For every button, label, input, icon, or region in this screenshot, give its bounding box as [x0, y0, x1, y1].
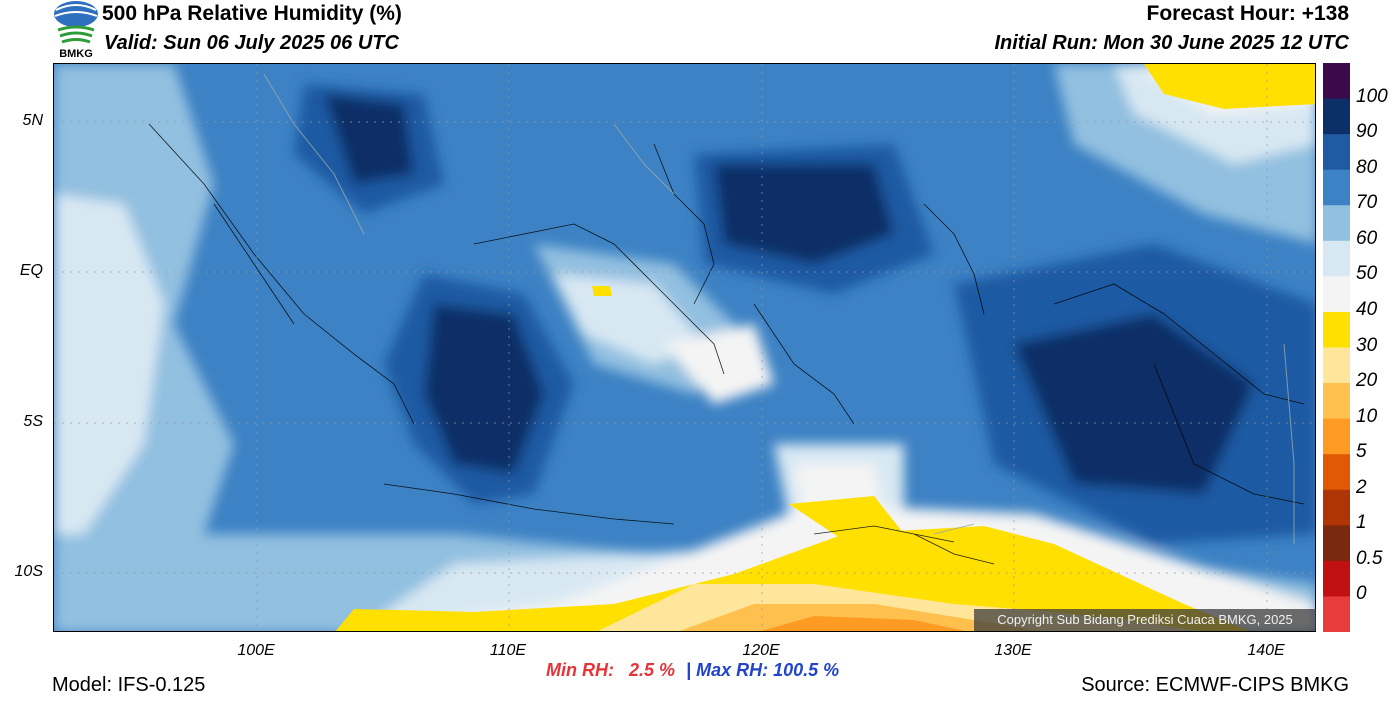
colorbar-swatch [1323, 134, 1350, 171]
colorbar-swatch [1323, 596, 1350, 633]
forecast-hour: Forecast Hour: +138 [1146, 2, 1350, 25]
colorbar-swatch [1323, 240, 1350, 277]
colorbar-swatch [1323, 169, 1350, 206]
stats-separator: | [686, 660, 692, 680]
colorbar-swatch [1323, 205, 1350, 242]
colorbar-label: 40 [1356, 298, 1378, 320]
lat-label-eq: EQ [19, 262, 43, 279]
colorbar-label: 30 [1356, 334, 1378, 356]
colorbar-label: 60 [1356, 227, 1378, 249]
colorbar-label: 90 [1356, 121, 1378, 143]
colorbar-label: 50 [1356, 263, 1378, 285]
lon-label-110e: 110E [489, 642, 527, 659]
lat-label-10s: 10S [14, 563, 43, 580]
logo-text: BMKG [59, 48, 93, 60]
colorbar-swatch [1323, 276, 1350, 313]
colorbar-swatch [1323, 311, 1350, 348]
colorbar-swatch [1323, 98, 1350, 135]
colorbar-swatch [1323, 454, 1350, 491]
lon-label-100e: 100E [237, 642, 275, 659]
colorbar-swatch [1323, 383, 1350, 420]
colorbar-label: 5 [1356, 441, 1367, 463]
colorbar-label: 70 [1356, 192, 1378, 214]
colorbar-swatch [1323, 525, 1350, 562]
lon-label-140e: 140E [1247, 642, 1285, 659]
rh-stats: Min RH: 2.5 % | Max RH: 100.5 % [546, 660, 839, 681]
max-rh-value: 100.5 % [773, 660, 840, 680]
colorbar-label: 20 [1356, 370, 1378, 392]
colorbar-swatch [1323, 418, 1350, 455]
lon-label-130e: 130E [994, 642, 1032, 659]
colorbar-label: 10 [1356, 405, 1378, 427]
model-label: Model: IFS-0.125 [52, 674, 206, 696]
colorbar-swatch [1323, 63, 1350, 100]
lat-label-5s: 5S [23, 413, 43, 430]
initial-run: Initial Run: Mon 30 June 2025 12 UTC [994, 32, 1349, 54]
bmkg-logo [52, 0, 100, 60]
humidity-map [53, 63, 1316, 632]
colorbar-label: 0 [1356, 583, 1367, 605]
colorbar-label: 1 [1356, 512, 1367, 534]
min-rh-label: Min RH: [546, 660, 614, 680]
humidity-field [54, 64, 1315, 631]
max-rh-label: Max RH: [696, 660, 769, 680]
colorbar-label: 2 [1356, 476, 1367, 498]
min-rh-value: 2.5 % [629, 660, 676, 680]
colorbar-swatches [1323, 63, 1350, 633]
copyright-notice: Copyright Sub Bidang Prediksi Cuaca BMKG… [974, 609, 1316, 631]
colorbar-swatch [1323, 489, 1350, 526]
valid-time: Valid: Sun 06 July 2025 06 UTC [104, 32, 399, 54]
source-label: Source: ECMWF-CIPS BMKG [1081, 674, 1349, 696]
colorbar-swatch [1323, 347, 1350, 384]
lat-label-5n: 5N [22, 112, 43, 129]
colorbar-swatch [1323, 560, 1350, 597]
colorbar-label: 100 [1356, 85, 1388, 107]
colorbar-label: 80 [1356, 156, 1378, 178]
colorbar-label: 0.5 [1356, 547, 1383, 569]
colorbar [1323, 63, 1350, 633]
page-title: 500 hPa Relative Humidity (%) [102, 2, 402, 25]
lon-label-120e: 120E [742, 642, 780, 659]
